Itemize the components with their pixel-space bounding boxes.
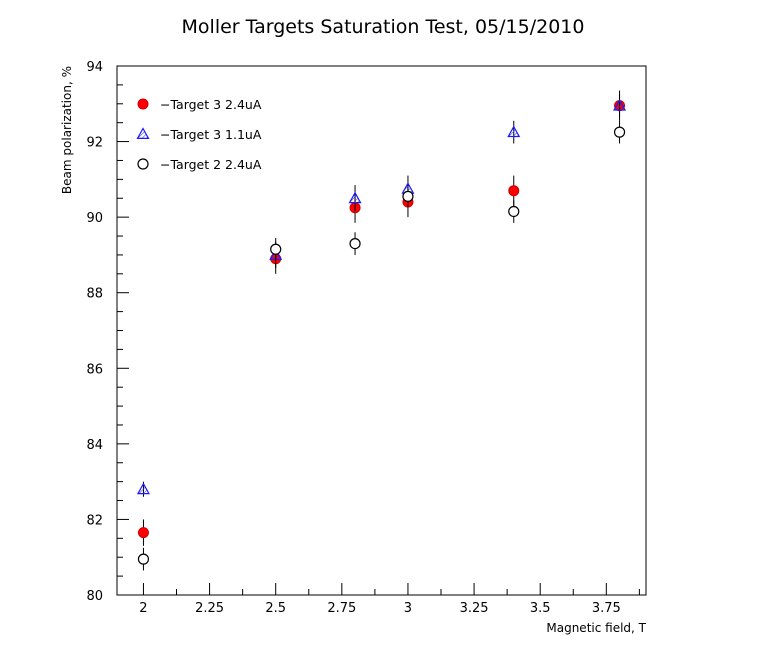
x-tick-label: 2 (139, 601, 147, 616)
data-point (507, 125, 521, 138)
x-tick-label: 3 (404, 601, 412, 616)
data-point (402, 190, 414, 202)
chart-title: Moller Targets Saturation Test, 05/15/20… (182, 16, 585, 38)
y-tick-label: 86 (86, 362, 103, 377)
data-point (348, 191, 362, 204)
series-3 (137, 120, 626, 571)
y-tick-label: 90 (86, 211, 103, 226)
legend-entry: −Target 2 2.4uA (160, 157, 262, 172)
x-tick-label: 3.25 (460, 601, 489, 616)
x-tick-label: 3.75 (592, 601, 621, 616)
y-tick-label: 92 (86, 136, 103, 151)
legend-marker (136, 127, 150, 139)
data-point (136, 482, 150, 495)
data-point (508, 205, 520, 218)
y-tick-label: 84 (86, 438, 103, 453)
y-tick-label: 94 (86, 60, 103, 75)
data-point (349, 237, 361, 250)
y-tick-label: 82 (86, 513, 103, 528)
legend: −Target 3 2.4uA −Target 3 1.1uA −Target 2 … (136, 97, 262, 172)
x-tick-label: 2.25 (195, 601, 224, 616)
series-2 (136, 94, 627, 497)
legend-entry: −Target 3 1.1uA (160, 127, 262, 142)
data-point (270, 243, 282, 255)
x-tick-label: 3.5 (530, 601, 551, 616)
legend-entry: −Target 3 2.4uA (160, 97, 262, 112)
data-point (613, 98, 627, 111)
x-axis-label: Magnetic field, T (546, 621, 646, 635)
data-point (613, 126, 626, 138)
y-axis: 80 82 84 86 88 90 92 94 (86, 60, 129, 604)
plot-frame (116, 65, 647, 596)
y-tick-label: 80 (86, 589, 103, 604)
data-point (137, 527, 149, 539)
y-tick-label: 88 (86, 287, 103, 302)
legend-marker (137, 158, 149, 170)
y-axis-label: Beam polarization, % (60, 66, 74, 194)
legend-marker (137, 98, 149, 110)
x-tick-label: 2.75 (327, 601, 356, 616)
data-point (137, 553, 150, 565)
x-tick-label: 2.5 (265, 601, 286, 616)
data-point (508, 185, 520, 197)
data-series (136, 90, 627, 571)
x-axis: 2 2.25 2.5 2.75 3 3.25 3.5 3.75 (139, 583, 640, 616)
